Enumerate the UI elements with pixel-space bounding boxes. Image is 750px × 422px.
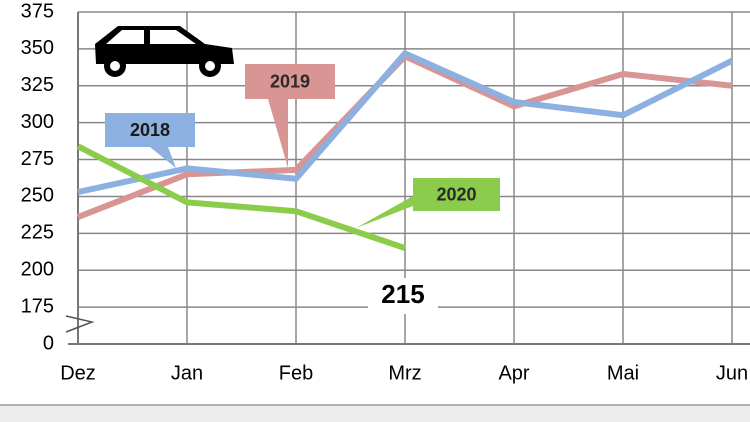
x-tick-label: Mrz <box>388 362 421 384</box>
y-tick-label: 325 <box>21 74 54 96</box>
callout-box <box>245 64 335 99</box>
x-tick-label: Apr <box>498 362 529 384</box>
value-label-bg <box>368 278 438 314</box>
y-tick-label: 225 <box>21 222 54 244</box>
y-tick-label: 375 <box>21 0 54 22</box>
footer-band <box>0 405 750 422</box>
car-icon <box>95 26 234 77</box>
value-label: 215 <box>381 279 424 309</box>
lines <box>76 50 734 251</box>
x-tick-label: Jan <box>171 362 203 384</box>
axis-break <box>65 315 95 333</box>
callout-box <box>413 178 500 211</box>
legend-label: 2019 <box>270 71 310 91</box>
y-tick-label: 300 <box>21 111 54 133</box>
legend-label: 2020 <box>436 184 476 204</box>
annotations: 2018 2019 2020 215 <box>105 64 500 314</box>
y-tick-label: 175 <box>21 295 54 317</box>
x-tick-label: Mai <box>607 362 639 384</box>
legend-label: 2018 <box>130 120 170 140</box>
x-tick-label: Feb <box>279 362 313 384</box>
y-tick-label: 250 <box>21 185 54 207</box>
callout-pointer <box>268 99 288 168</box>
x-tick-label: Jun <box>716 362 748 384</box>
series-line <box>76 143 406 251</box>
y-tick-label: 0 <box>43 332 54 354</box>
y-tick-label: 275 <box>21 148 54 170</box>
y-tick-label: 350 <box>21 37 54 59</box>
callout-pointer <box>150 147 176 168</box>
x-tick-label: Dez <box>60 362 96 384</box>
y-tick-label: 200 <box>21 259 54 281</box>
series-line <box>77 50 734 195</box>
callout-box <box>105 113 195 147</box>
callout-pointer <box>356 196 413 228</box>
